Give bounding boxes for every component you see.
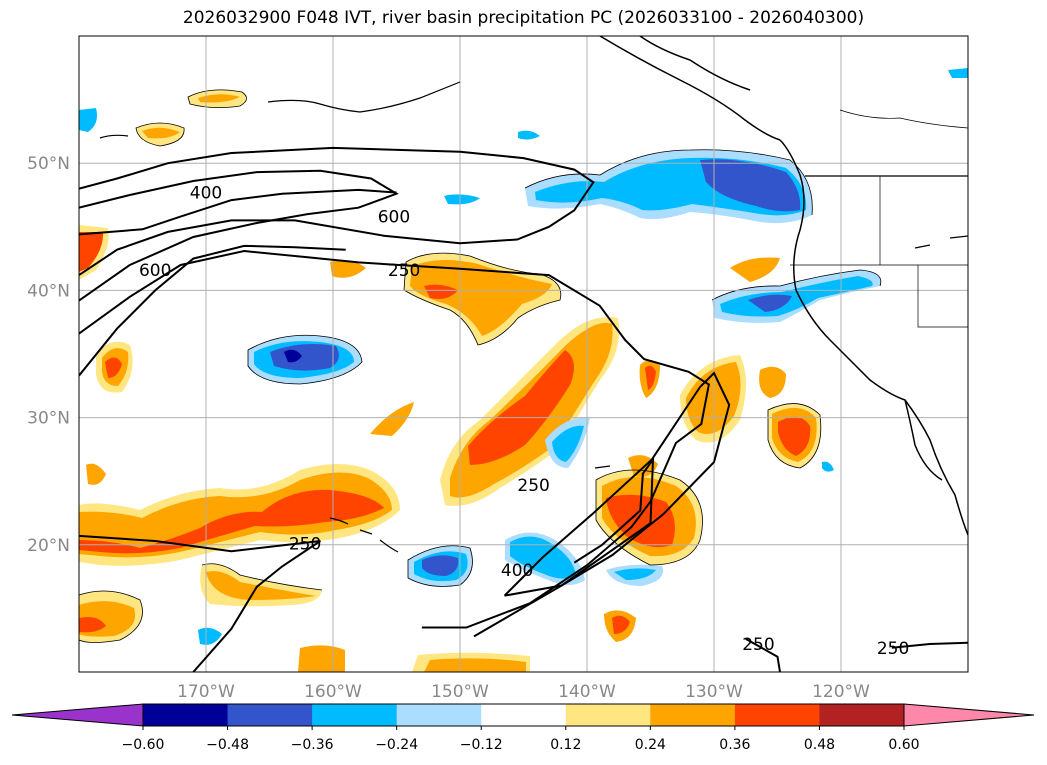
- plot-frame: [78, 35, 969, 673]
- ivt-contour-labels: 400 600 600 250 250 250 400 250 250: [139, 183, 909, 659]
- contour-label: 250: [517, 476, 549, 496]
- ivt-contour-line: [79, 244, 346, 377]
- colorbar-segment: [565, 704, 651, 726]
- chart-title: 2026032900 F048 IVT, river basin precipi…: [182, 8, 865, 28]
- x-axis-ticks: 170°W 160°W 150°W 140°W 130°W 120°W: [177, 682, 870, 702]
- y-tick-label: 50°N: [27, 154, 70, 174]
- x-tick-label: 130°W: [685, 682, 743, 702]
- contour-label: 600: [378, 208, 410, 228]
- colorbar-segment: [227, 704, 313, 726]
- contour-label: 250: [388, 261, 420, 281]
- colorbar-over-triangle: [903, 703, 1035, 727]
- colorbar-tick-label: 0.48: [804, 737, 835, 753]
- ivt-contour-line: [745, 638, 781, 672]
- contour-label: 250: [742, 635, 774, 655]
- colorbar-tick-label: 0.12: [550, 737, 581, 753]
- gridlines: [79, 36, 968, 672]
- ivt-contour-line: [79, 188, 397, 236]
- colorbar-segment: [143, 704, 229, 726]
- contour-label: 600: [139, 261, 171, 281]
- contour-label: 400: [190, 183, 222, 203]
- colorbar-tick-label: −0.60: [122, 737, 165, 753]
- islands: [99, 81, 968, 553]
- x-tick-label: 120°W: [812, 682, 870, 702]
- coastline: [599, 36, 968, 536]
- colorbar-tick-label: 0.60: [888, 737, 919, 753]
- colorbar-segment: [734, 704, 820, 726]
- ivt-contour-line: [79, 169, 399, 302]
- x-tick-label: 140°W: [558, 682, 616, 702]
- colorbar-segment: [819, 704, 905, 726]
- contour-label: 250: [289, 535, 321, 555]
- contour-label: 250: [877, 639, 909, 659]
- x-tick-label: 160°W: [304, 682, 362, 702]
- colorbar-tick-label: −0.36: [291, 737, 334, 753]
- colorbar-segment: [481, 704, 567, 726]
- y-axis-ticks: 20°N 30°N 40°N 50°N: [27, 154, 70, 556]
- ivt-contour-line: [473, 456, 655, 638]
- ivt-contour-line: [503, 371, 731, 597]
- colorbar-tick-label: −0.12: [460, 737, 503, 753]
- colorbar-tick-label: −0.24: [375, 737, 418, 753]
- ivt-contour-line: [79, 249, 711, 629]
- colorbar-segment: [396, 704, 482, 726]
- y-tick-label: 30°N: [27, 409, 70, 429]
- y-tick-label: 40°N: [27, 281, 70, 301]
- colorbar-segment: [650, 704, 736, 726]
- y-tick-label: 20°N: [27, 536, 70, 556]
- contour-label: 400: [501, 561, 533, 581]
- ivt-contour-line: [79, 146, 595, 276]
- ivt-contours: [79, 146, 968, 672]
- map-layer: 400 600 600 250 250 250 400 250 250: [79, 36, 968, 672]
- ivt-contour-line: [79, 534, 321, 672]
- ivt-contour-line: [891, 641, 968, 649]
- colorbar-tick-label: −0.48: [206, 737, 249, 753]
- colorbar-tick-label: 0.36: [719, 737, 750, 753]
- x-tick-label: 170°W: [177, 682, 235, 702]
- colorbar-segment: [312, 704, 398, 726]
- colorbar-frame: [142, 703, 905, 727]
- x-tick-label: 150°W: [431, 682, 489, 702]
- colorbar: −0.60 −0.48 −0.36 −0.24 −0.12 0.12 0.24 0.36 0.4…: [11, 703, 1035, 753]
- colorbar-under-triangle: [11, 703, 144, 727]
- colorbar-tick-label: 0.24: [635, 737, 666, 753]
